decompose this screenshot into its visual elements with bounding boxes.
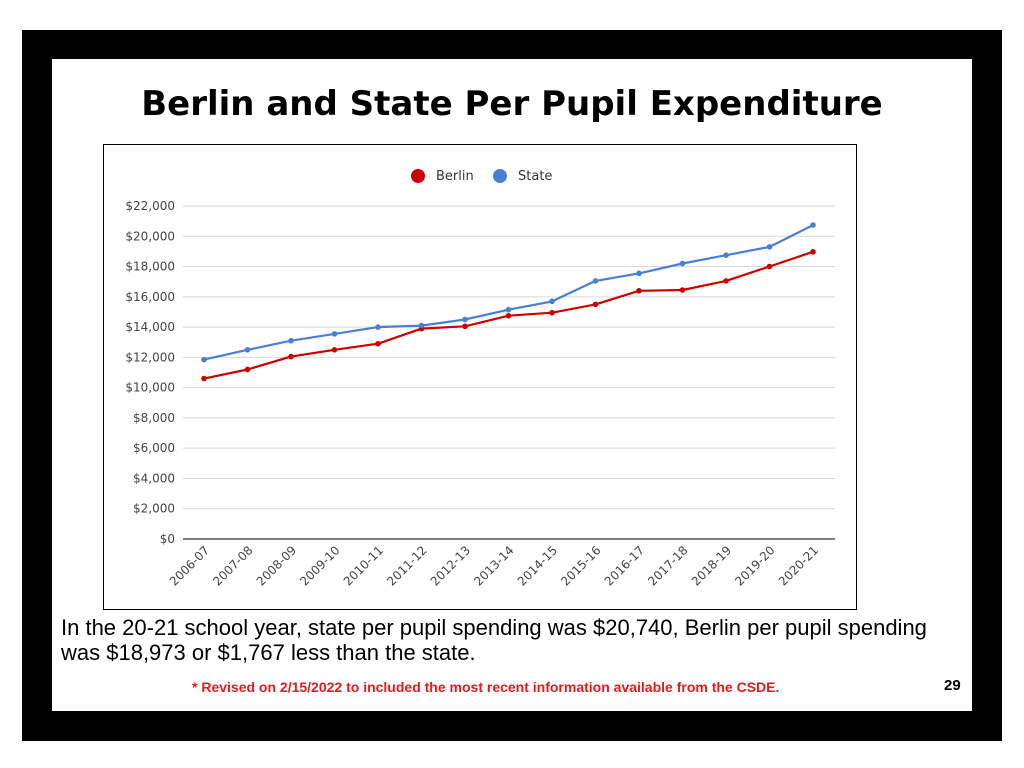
x-tick-label: 2018-19 [689,543,734,588]
y-tick-label: $18,000 [125,260,175,274]
data-point-berlin [766,263,773,270]
data-point-state [418,322,425,329]
data-point-berlin [462,323,468,330]
data-point-state [766,244,773,250]
data-point-state [244,346,251,353]
y-tick-label: $10,000 [125,381,175,395]
data-point-state [679,260,686,267]
legend-marker-state [493,169,507,183]
data-point-berlin [288,353,294,360]
x-tick-label: 2015-16 [558,543,603,588]
legend-label-state: State [518,169,552,184]
y-tick-label: $2,000 [133,502,175,516]
data-point-state [331,331,338,337]
y-tick-label: $8,000 [133,411,175,425]
x-tick-label: 2009-10 [297,543,342,588]
x-tick-label: 2006-07 [167,543,212,588]
y-tick-label: $20,000 [125,229,175,243]
data-point-state [636,270,642,277]
x-tick-label: 2010-11 [341,543,386,588]
data-point-berlin [723,278,729,284]
y-tick-label: $14,000 [125,320,175,334]
x-tick-label: 2019-20 [732,543,777,588]
data-point-berlin [244,366,251,373]
y-tick-label: $4,000 [133,471,175,485]
x-tick-label: 2008-09 [254,543,299,588]
x-tick-label: 2020-21 [776,543,821,588]
data-point-berlin [810,249,816,255]
x-tick-label: 2016-17 [602,543,647,588]
data-point-berlin [331,346,338,353]
x-tick-label: 2017-18 [645,543,690,588]
legend-marker-berlin [411,169,425,183]
revision-note: * Revised on 2/15/2022 to included the m… [192,679,780,695]
y-tick-label: $12,000 [125,350,175,364]
page-title: Berlin and State Per Pupil Expenditure [141,84,883,124]
data-point-state [375,324,381,330]
data-point-berlin [636,287,642,294]
series-line-state [203,224,814,361]
data-point-berlin [375,340,381,347]
data-point-state [592,278,599,284]
y-tick-label: $22,000 [125,199,175,213]
summary-text: In the 20-21 school year, state per pupi… [61,615,927,665]
data-point-state [505,306,512,313]
data-point-state [288,337,294,344]
data-point-state [549,298,555,305]
x-tick-label: 2013-14 [471,543,516,588]
data-point-state [723,252,729,258]
x-tick-label: 2007-08 [210,543,255,588]
y-tick-label: $0 [160,532,175,546]
x-tick-label: 2012-13 [428,543,473,588]
chart-container: $0 $2,000 $4,000 $6,000 $8,000 $10,000 $12,000… [103,144,857,610]
x-tick-label: 2014-15 [515,543,560,588]
data-point-berlin [505,312,512,319]
data-point-state [810,222,816,228]
page-number: 29 [944,677,961,694]
x-tick-label: 2011-12 [384,543,429,588]
data-point-berlin [592,301,599,308]
data-point-berlin [679,287,686,293]
data-point-state [462,316,468,323]
line-chart: $0 $2,000 $4,000 $6,000 $8,000 $10,000 $12,000… [125,169,835,589]
data-point-state [201,356,207,363]
y-tick-label: $6,000 [133,441,175,455]
data-point-berlin [201,375,207,382]
legend-label-berlin: Berlin [436,169,474,184]
data-point-berlin [549,309,555,316]
y-tick-label: $16,000 [125,290,175,304]
